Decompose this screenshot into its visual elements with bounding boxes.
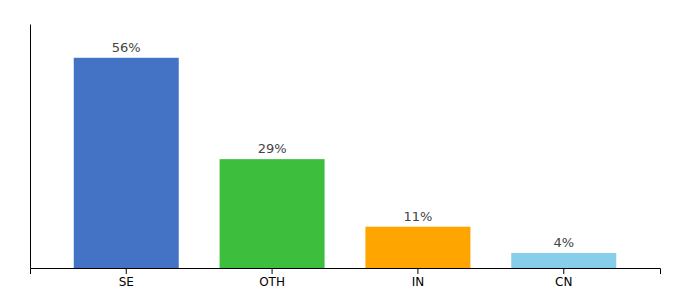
bar (74, 58, 179, 268)
bar (365, 227, 470, 268)
x-tick-label: CN (555, 275, 572, 289)
data-labels: 56% 29% 11% 4% (112, 40, 574, 250)
data-label: 11% (403, 209, 432, 224)
x-tick: OTH (259, 268, 285, 289)
x-axis: SE OTH IN CN (31, 268, 661, 289)
x-axis-line (31, 269, 661, 275)
bar (220, 159, 325, 268)
data-label: 4% (553, 235, 574, 250)
chart-svg: SE OTH IN CN 56% 29% 11% 4% (0, 0, 680, 300)
bars (74, 58, 617, 268)
y-axis-line (30, 25, 31, 269)
x-tick-mark (417, 268, 418, 274)
bar (511, 253, 616, 268)
plot-area: SE OTH IN CN 56% 29% 11% 4% (31, 25, 661, 289)
x-tick-mark (563, 268, 564, 274)
chart-container: SE OTH IN CN 56% 29% 11% 4% (0, 0, 680, 300)
data-label: 29% (258, 141, 287, 156)
x-tick-mark (126, 268, 127, 274)
x-tick: CN (555, 268, 572, 289)
x-tick-label: OTH (259, 275, 285, 289)
x-tick-label: SE (119, 275, 134, 289)
data-label: 56% (112, 40, 141, 55)
x-tick-mark (272, 268, 273, 274)
x-tick: IN (412, 268, 425, 289)
x-tick: SE (119, 268, 134, 289)
x-tick-label: IN (412, 275, 425, 289)
y-axis (30, 25, 31, 269)
